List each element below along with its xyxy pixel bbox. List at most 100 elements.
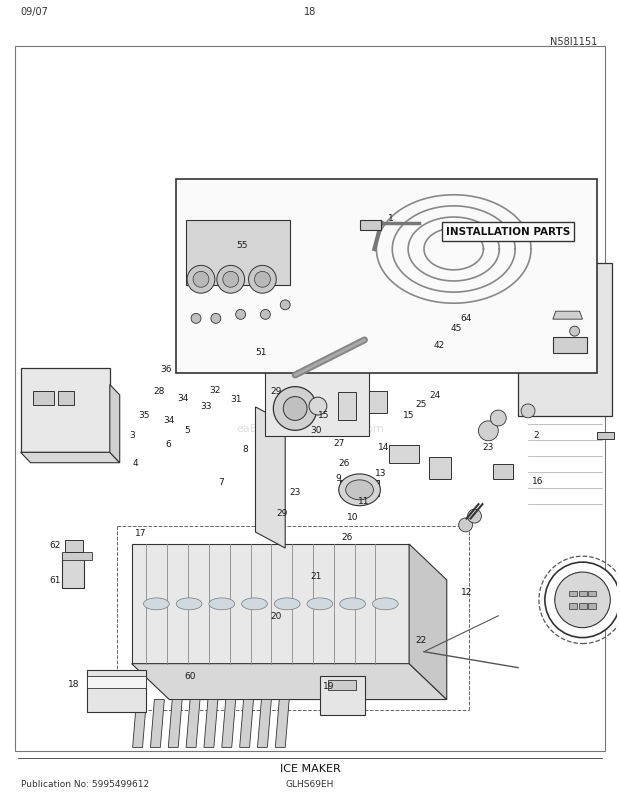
- Text: 60: 60: [184, 671, 196, 680]
- Circle shape: [309, 398, 327, 415]
- Circle shape: [254, 272, 270, 288]
- Text: 13: 13: [375, 468, 386, 477]
- Bar: [338, 392, 356, 420]
- Text: 8: 8: [242, 444, 249, 453]
- Text: 3: 3: [129, 431, 135, 439]
- Text: 12: 12: [461, 588, 472, 597]
- Bar: [429, 457, 451, 479]
- Polygon shape: [598, 433, 614, 439]
- Bar: [186, 221, 290, 286]
- Circle shape: [249, 266, 277, 294]
- Text: 30: 30: [311, 425, 322, 434]
- Ellipse shape: [143, 598, 169, 610]
- Polygon shape: [240, 699, 254, 747]
- Text: INSTALLATION PARTS: INSTALLATION PARTS: [446, 227, 570, 237]
- Text: 24: 24: [430, 390, 441, 399]
- Polygon shape: [131, 545, 409, 664]
- Bar: [328, 680, 356, 690]
- Circle shape: [211, 314, 221, 324]
- Bar: [389, 445, 419, 463]
- Text: 61: 61: [49, 576, 61, 585]
- Circle shape: [260, 310, 270, 320]
- Text: 29: 29: [270, 387, 282, 396]
- Text: 15: 15: [319, 411, 330, 419]
- Text: 18: 18: [304, 7, 316, 17]
- Polygon shape: [186, 699, 200, 747]
- Text: 36: 36: [160, 365, 171, 374]
- Ellipse shape: [340, 598, 366, 610]
- Text: 64: 64: [461, 314, 472, 322]
- Text: 26: 26: [339, 459, 350, 468]
- Bar: [15, 47, 605, 751]
- Bar: [65, 541, 83, 553]
- Bar: [87, 676, 146, 688]
- Circle shape: [193, 272, 209, 288]
- Circle shape: [236, 310, 246, 320]
- Ellipse shape: [242, 598, 267, 610]
- Bar: [87, 670, 146, 711]
- Circle shape: [283, 397, 307, 421]
- Ellipse shape: [373, 598, 398, 610]
- Bar: [320, 676, 365, 715]
- Polygon shape: [494, 464, 513, 479]
- Ellipse shape: [274, 598, 300, 610]
- Ellipse shape: [346, 480, 373, 500]
- Bar: [518, 263, 613, 417]
- Text: N58I1151: N58I1151: [550, 37, 598, 47]
- Circle shape: [555, 573, 610, 628]
- Text: 34: 34: [163, 415, 174, 424]
- Bar: [20, 368, 110, 453]
- Ellipse shape: [176, 598, 202, 610]
- Text: ICE MAKER: ICE MAKER: [280, 764, 340, 773]
- Text: 55: 55: [237, 241, 248, 250]
- Text: 31: 31: [231, 395, 242, 404]
- Text: GLHS69EH: GLHS69EH: [286, 780, 334, 788]
- Circle shape: [521, 404, 535, 419]
- Circle shape: [570, 326, 580, 337]
- Polygon shape: [553, 312, 583, 320]
- Polygon shape: [204, 699, 218, 747]
- Circle shape: [223, 272, 239, 288]
- Text: 9: 9: [335, 473, 341, 482]
- Text: eaBreplacementparts.com: eaBreplacementparts.com: [236, 424, 384, 434]
- Circle shape: [467, 509, 482, 524]
- Polygon shape: [257, 699, 272, 747]
- Bar: [588, 591, 596, 597]
- Circle shape: [273, 387, 317, 431]
- Bar: [58, 392, 74, 406]
- Text: 26: 26: [341, 532, 353, 541]
- Bar: [578, 604, 587, 610]
- Text: 62: 62: [50, 540, 61, 549]
- Ellipse shape: [339, 474, 380, 506]
- Text: 14: 14: [378, 443, 389, 452]
- Bar: [569, 604, 577, 610]
- Text: 25: 25: [415, 399, 427, 409]
- Text: 5: 5: [184, 425, 190, 434]
- Text: 29: 29: [277, 508, 288, 517]
- Bar: [176, 180, 598, 373]
- Text: 21: 21: [311, 572, 322, 581]
- Text: 1: 1: [388, 213, 394, 222]
- Bar: [62, 553, 84, 588]
- Polygon shape: [131, 664, 447, 699]
- Circle shape: [490, 411, 506, 427]
- Bar: [578, 591, 587, 597]
- Text: 19: 19: [322, 682, 334, 691]
- Circle shape: [217, 266, 245, 294]
- Text: 6: 6: [166, 439, 172, 448]
- Circle shape: [191, 314, 201, 324]
- Text: 22: 22: [415, 635, 426, 645]
- Polygon shape: [110, 385, 120, 463]
- Text: 27: 27: [334, 439, 345, 448]
- Ellipse shape: [209, 598, 235, 610]
- Text: 51: 51: [255, 347, 267, 356]
- Bar: [569, 591, 577, 597]
- Text: 09/07: 09/07: [20, 7, 48, 17]
- Circle shape: [545, 562, 620, 638]
- Polygon shape: [151, 699, 164, 747]
- Text: 15: 15: [402, 411, 414, 419]
- Ellipse shape: [307, 598, 333, 610]
- Circle shape: [459, 518, 472, 533]
- Polygon shape: [133, 699, 146, 747]
- Bar: [265, 353, 370, 437]
